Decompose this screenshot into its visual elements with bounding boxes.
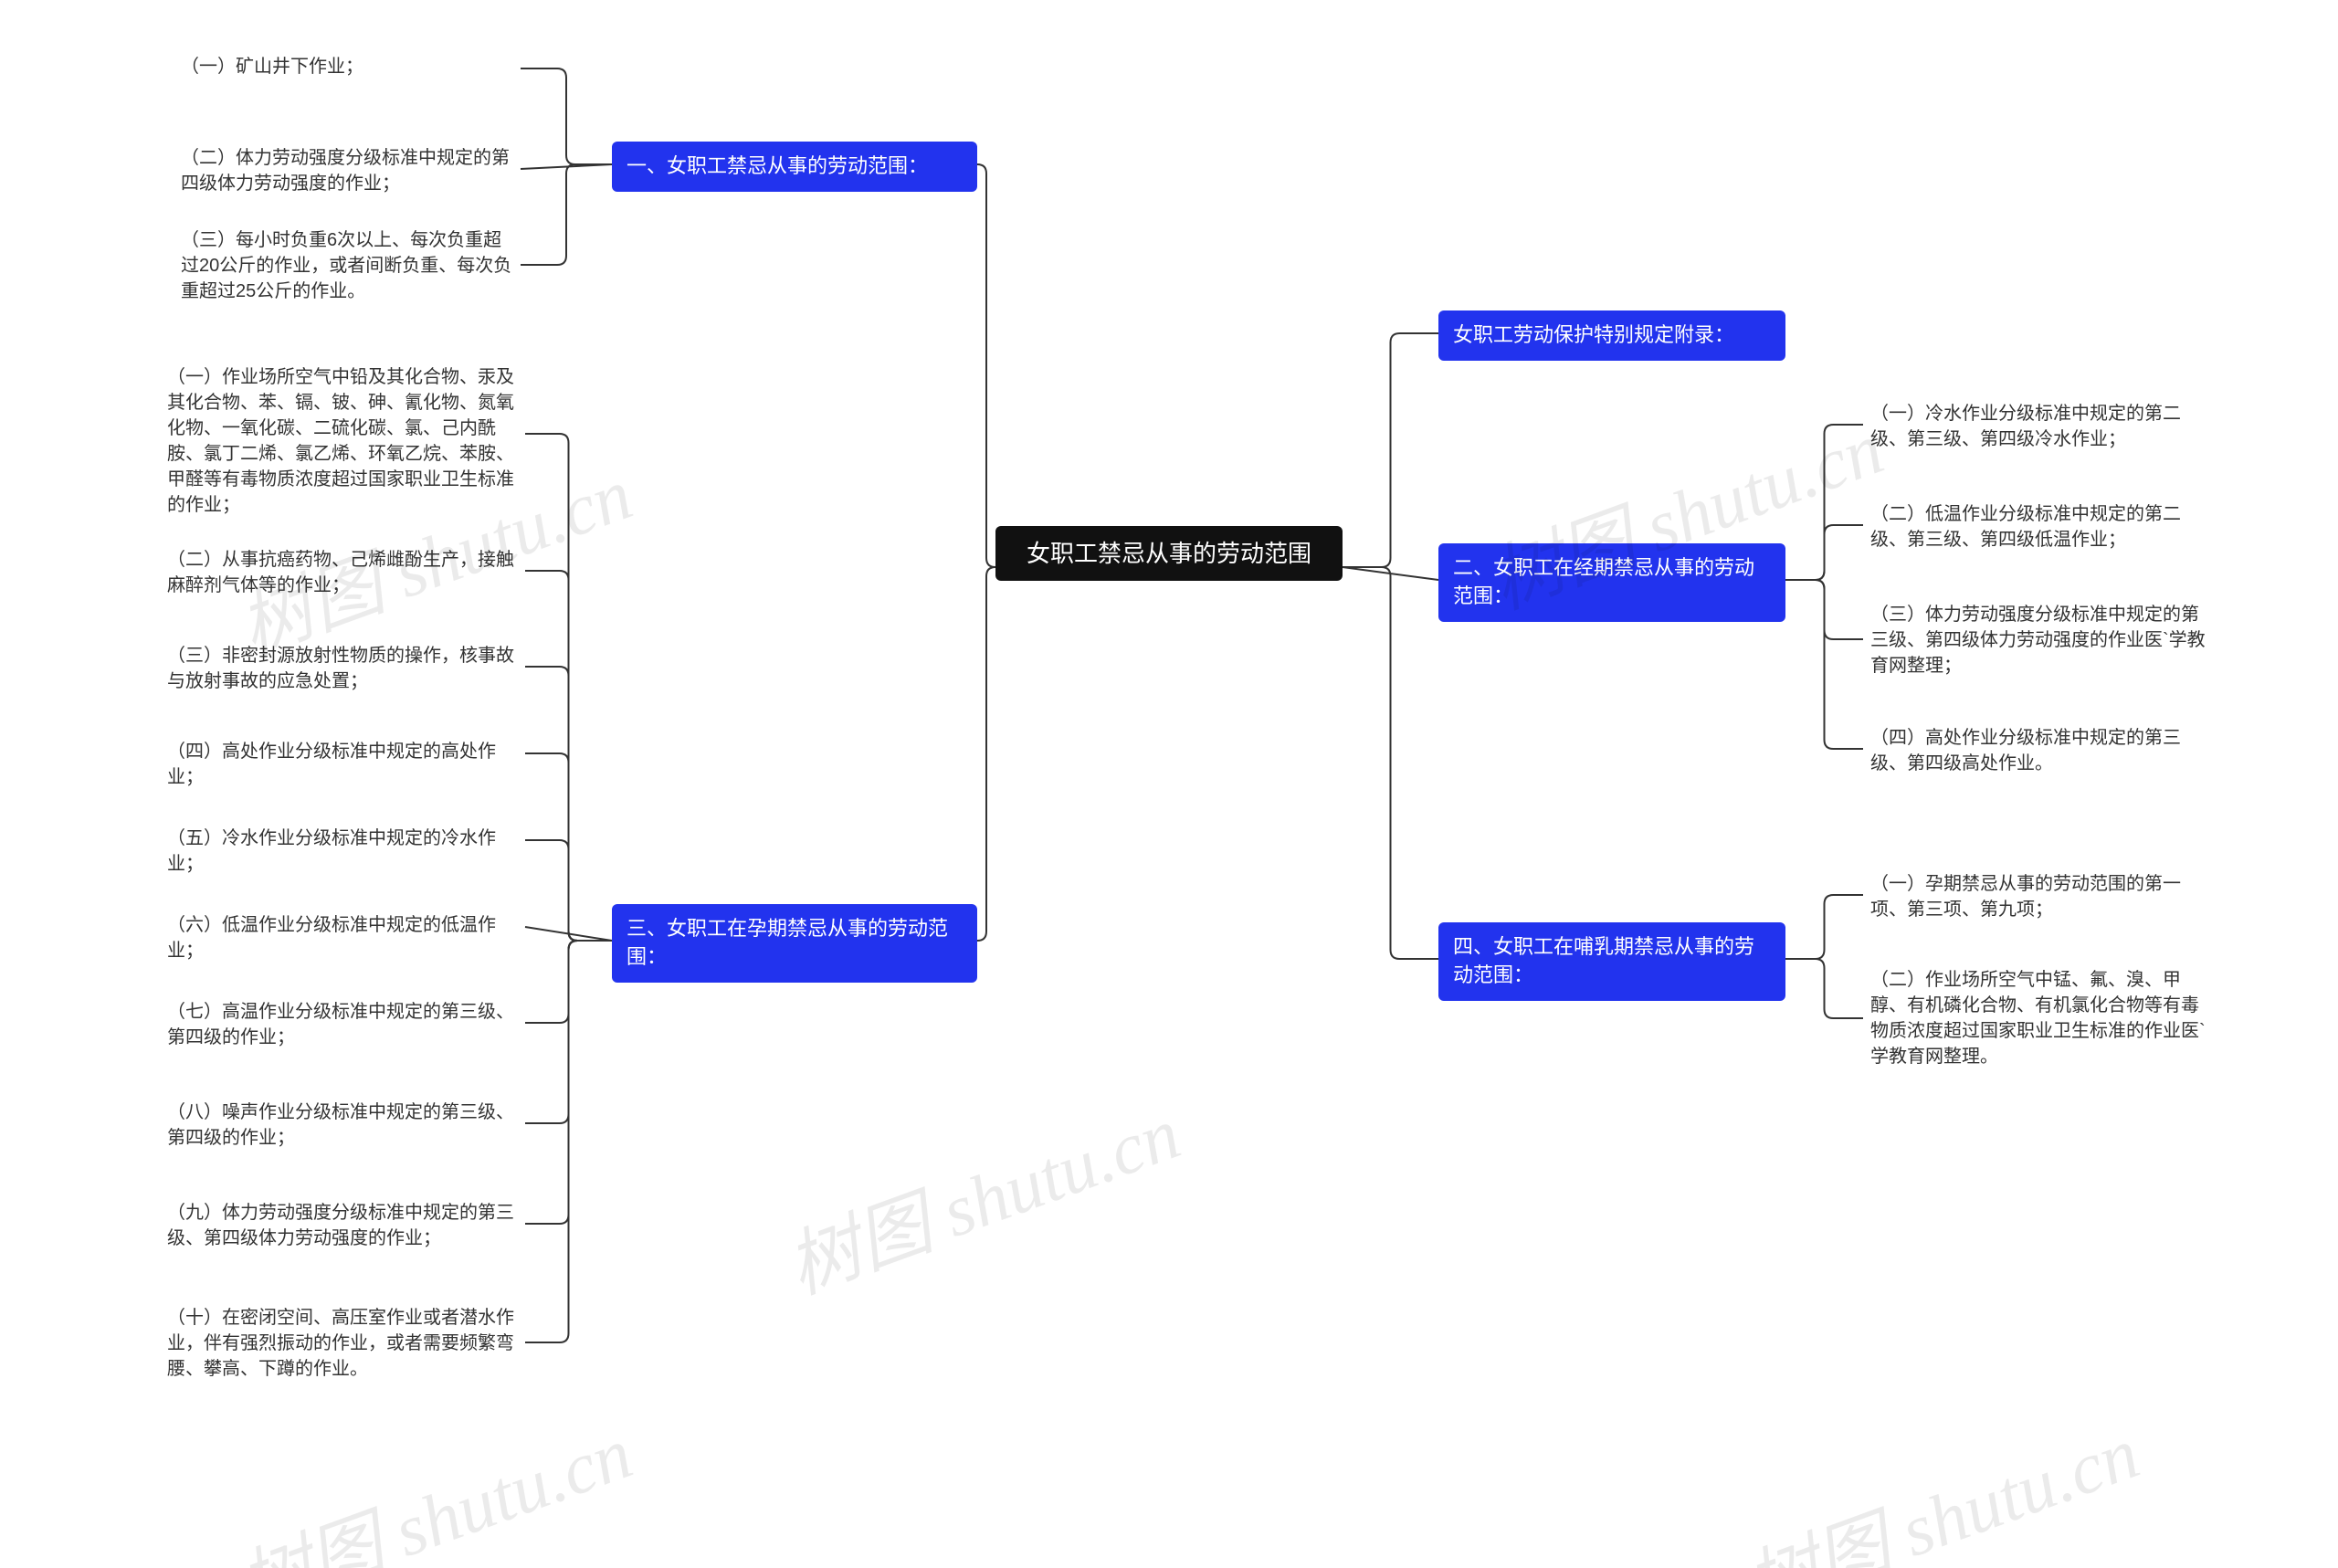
b4l2: （二）作业场所空气中锰、氟、溴、甲醇、有机磷化合物、有机氯化合物等有毒物质浓度超… [1863, 963, 2219, 1073]
b4: 四、女职工在哺乳期禁忌从事的劳动范围： [1438, 922, 1785, 1001]
b4l1: （一）孕期禁忌从事的劳动范围的第一项、第三项、第九项； [1863, 868, 2219, 926]
root-node: 女职工禁忌从事的劳动范围 [995, 526, 1343, 581]
b3l7: （七）高温作业分级标准中规定的第三级、第四级的作业； [160, 995, 525, 1054]
b1l2: （二）体力劳动强度分级标准中规定的第四级体力劳动强度的作业； [174, 142, 521, 200]
b2l2: （二）低温作业分级标准中规定的第二级、第三级、第四级低温作业； [1863, 498, 2219, 556]
b3l4: （四）高处作业分级标准中规定的高处作业； [160, 735, 525, 794]
b3l9: （九）体力劳动强度分级标准中规定的第三级、第四级体力劳动强度的作业； [160, 1196, 525, 1255]
b0: 女职工劳动保护特别规定附录： [1438, 310, 1785, 361]
watermark: 树图 shutu.cn [771, 1075, 1192, 1315]
b3l8: （八）噪声作业分级标准中规定的第三级、第四级的作业； [160, 1096, 525, 1154]
watermark: 树图 shutu.cn [223, 1394, 644, 1568]
b2: 二、女职工在经期禁忌从事的劳动范围： [1438, 543, 1785, 622]
b1l1: （一）矿山井下作业； [174, 50, 521, 83]
b2l3: （三）体力劳动强度分级标准中规定的第三级、第四级体力劳动强度的作业医`学教育网整… [1863, 598, 2219, 682]
b3l3: （三）非密封源放射性物质的操作，核事故与放射事故的应急处置； [160, 639, 525, 698]
b3l6: （六）低温作业分级标准中规定的低温作业； [160, 909, 525, 967]
b3: 三、女职工在孕期禁忌从事的劳动范围： [612, 904, 977, 983]
b3l2: （二）从事抗癌药物、己烯雌酚生产，接触麻醉剂气体等的作业； [160, 543, 525, 602]
watermark: 树图 shutu.cn [1730, 1394, 2151, 1568]
b3l10: （十）在密闭空间、高压室作业或者潜水作业，伴有强烈振动的作业，或者需要频繁弯腰、… [160, 1301, 525, 1385]
b2l4: （四）高处作业分级标准中规定的第三级、第四级高处作业。 [1863, 721, 2219, 780]
b1: 一、女职工禁忌从事的劳动范围： [612, 142, 977, 192]
b3l5: （五）冷水作业分级标准中规定的冷水作业； [160, 822, 525, 880]
b3l1: （一）作业场所空气中铅及其化合物、汞及其化合物、苯、镉、铍、砷、氰化物、氮氧化物… [160, 361, 525, 521]
b2l1: （一）冷水作业分级标准中规定的第二级、第三级、第四级冷水作业； [1863, 397, 2219, 456]
b1l3: （三）每小时负重6次以上、每次负重超过20公斤的作业，或者间断负重、每次负重超过… [174, 224, 521, 308]
